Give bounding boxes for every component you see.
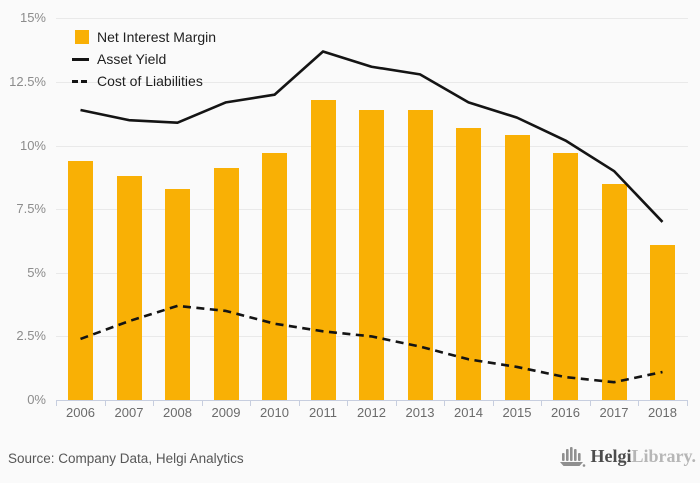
y-axis-label: 15% bbox=[19, 10, 46, 26]
x-axis-tick bbox=[589, 400, 591, 406]
x-axis-label: 2015 bbox=[502, 405, 532, 420]
x-axis-label: 2016 bbox=[551, 405, 580, 420]
x-axis-tick bbox=[444, 400, 446, 406]
x-axis-label: 2013 bbox=[405, 405, 435, 420]
gridline bbox=[56, 18, 688, 20]
nim-bar-2013 bbox=[407, 109, 433, 400]
legend-label: Net Interest Margin bbox=[97, 29, 217, 45]
x-axis-line bbox=[56, 400, 688, 401]
x-axis-tick bbox=[686, 400, 688, 406]
y-axis-label: 7.5% bbox=[16, 201, 46, 217]
x-axis-tick bbox=[153, 400, 155, 406]
brand-name: Helgi bbox=[590, 445, 632, 466]
brand-logo: HelgiLibrary. bbox=[559, 444, 696, 468]
source-note: Source: Company Data, Helgi Analytics bbox=[8, 451, 244, 466]
nim-bar-2016 bbox=[553, 153, 578, 400]
x-axis-label: 2010 bbox=[260, 405, 289, 420]
legend: Net Interest Margin Asset Yield Cost of … bbox=[72, 26, 216, 92]
nim-bar-2014 bbox=[456, 127, 481, 400]
x-axis-tick bbox=[250, 400, 252, 406]
x-axis-label: 2014 bbox=[454, 405, 483, 420]
nim-bar-2008 bbox=[165, 188, 190, 400]
nim-bar-2009 bbox=[213, 168, 239, 400]
x-axis-tick bbox=[104, 400, 106, 406]
gridline bbox=[56, 82, 688, 83]
x-axis-tick bbox=[298, 400, 300, 406]
y-axis-label: 5% bbox=[27, 264, 46, 280]
brand-suffix: Library. bbox=[631, 445, 696, 466]
y-axis-label: 12.5% bbox=[9, 74, 46, 89]
line-layer bbox=[80, 50, 664, 384]
nim-bar-2012 bbox=[359, 109, 384, 400]
y-axis-label: 10% bbox=[19, 137, 46, 153]
x-axis-tick bbox=[395, 400, 397, 406]
y-axis-label: 0% bbox=[27, 392, 46, 407]
x-axis-label: 2011 bbox=[309, 405, 337, 420]
legend-item-asset-yield: Asset Yield bbox=[72, 48, 216, 70]
bar-skyline-icon bbox=[560, 447, 586, 467]
nim-bar-2006 bbox=[68, 160, 93, 400]
y-axis-label: 2.5% bbox=[16, 328, 46, 344]
nim-bar-2007 bbox=[116, 176, 142, 400]
x-axis-tick bbox=[56, 400, 58, 406]
legend-label: Asset Yield bbox=[97, 51, 167, 67]
nim-bar-2017 bbox=[601, 183, 627, 400]
x-axis-label: 2018 bbox=[648, 405, 677, 420]
x-axis-label: 2006 bbox=[66, 405, 95, 420]
x-axis-label: 2009 bbox=[211, 405, 241, 420]
x-axis-label: 2007 bbox=[114, 405, 144, 420]
x-axis-label: 2008 bbox=[163, 405, 192, 420]
legend-item-cost-of-liabilities: Cost of Liabilities bbox=[72, 70, 216, 92]
legend-label: Cost of Liabilities bbox=[97, 73, 203, 89]
solid-line-swatch-icon bbox=[72, 57, 94, 61]
x-axis-tick bbox=[492, 400, 494, 406]
x-axis-tick bbox=[201, 400, 203, 406]
nim-bar-2011 bbox=[310, 99, 336, 400]
legend-item-net-interest-margin: Net Interest Margin bbox=[72, 26, 216, 48]
nim-bar-2010 bbox=[262, 153, 287, 400]
brand-text: HelgiLibrary. bbox=[590, 446, 696, 467]
x-axis-tick bbox=[541, 400, 543, 406]
asset-yield-line bbox=[80, 50, 664, 223]
nim-bar-2015 bbox=[504, 135, 530, 400]
plot-area: 0% 2.5% 5% 7.5% 10% 12.5% 15% 2006 2007 2008 2009 2… bbox=[9, 10, 688, 420]
x-axis-tick bbox=[638, 400, 640, 406]
bar-swatch-icon bbox=[72, 30, 94, 44]
dashed-line-swatch-icon bbox=[72, 79, 94, 83]
cost-of-liabilities-line bbox=[80, 304, 663, 384]
x-axis-label: 2017 bbox=[599, 405, 629, 420]
x-axis-label: 2012 bbox=[357, 405, 386, 420]
x-axis-tick bbox=[347, 400, 349, 406]
